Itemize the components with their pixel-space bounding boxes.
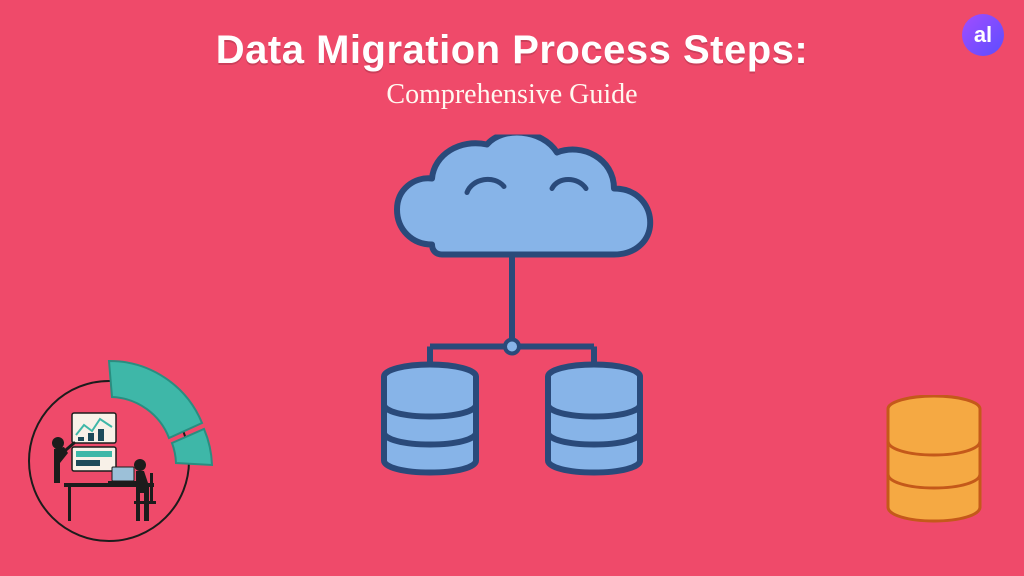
analytics-team-icon <box>24 343 234 543</box>
page-subtitle: Comprehensive Guide <box>0 79 1024 111</box>
page-title: Data Migration Process Steps: <box>0 0 1024 73</box>
brand-logo-text: al <box>974 22 992 48</box>
analytics-team-illustration <box>24 343 234 548</box>
brand-logo: al <box>962 14 1004 56</box>
cloud-databases-illustration <box>342 134 682 499</box>
cloud-databases-icon <box>342 134 682 494</box>
database-icon <box>884 395 984 525</box>
orange-database-illustration <box>884 395 984 530</box>
